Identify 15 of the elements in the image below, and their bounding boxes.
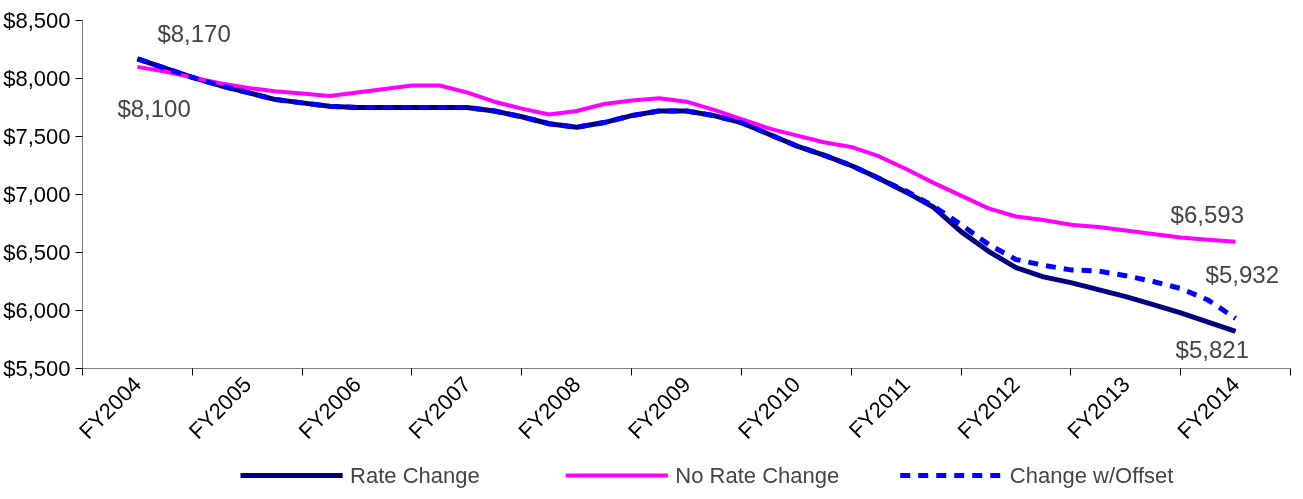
annotation: $5,932 bbox=[1205, 261, 1279, 289]
legend-label: Rate Change bbox=[350, 463, 480, 488]
y-tick-label: $8,500 bbox=[3, 8, 71, 33]
annotation: $6,593 bbox=[1170, 200, 1244, 228]
y-tick-label: $7,000 bbox=[3, 182, 71, 207]
y-tick-label: $8,000 bbox=[3, 66, 71, 91]
legend-label: No Rate Change bbox=[675, 463, 840, 488]
annotation: $8,100 bbox=[117, 94, 191, 122]
y-tick-label: $5,500 bbox=[3, 356, 71, 381]
annotation: $8,170 bbox=[157, 19, 231, 47]
annotation: $5,821 bbox=[1175, 336, 1249, 364]
y-tick-label: $6,500 bbox=[3, 240, 71, 265]
y-tick-label: $7,500 bbox=[3, 124, 71, 149]
y-tick-label: $6,000 bbox=[3, 298, 71, 323]
legend-label: Change w/Offset bbox=[1009, 463, 1174, 488]
